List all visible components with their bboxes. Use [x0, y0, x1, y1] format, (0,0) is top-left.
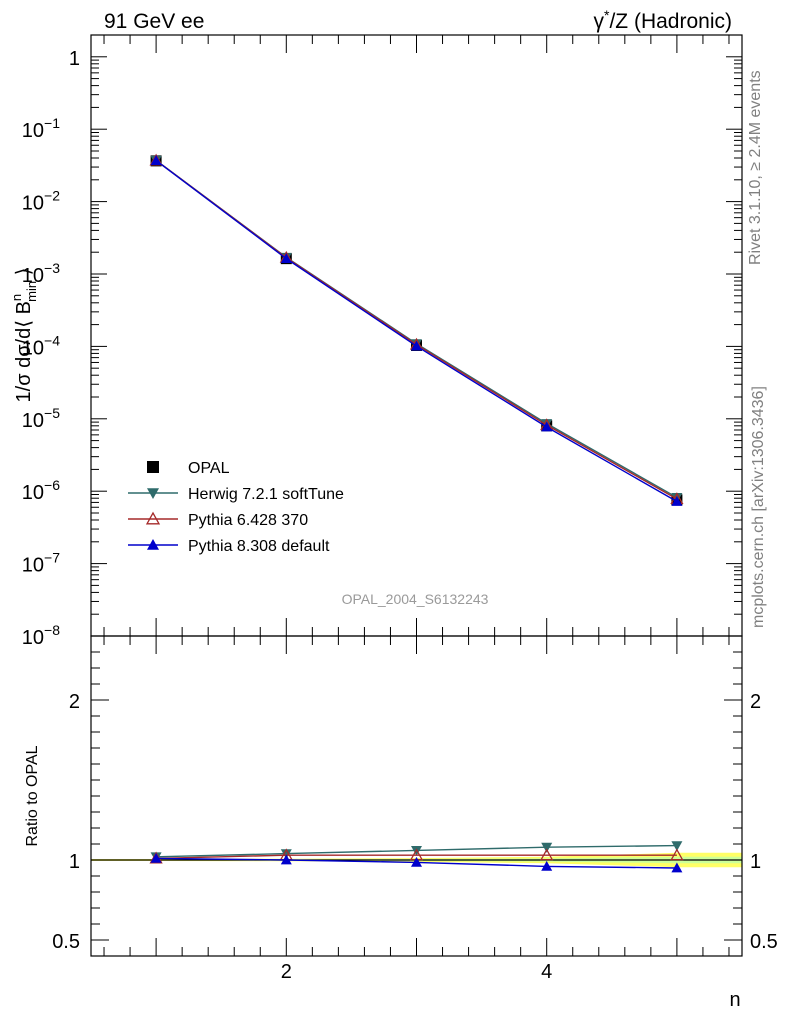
data-point: [147, 461, 159, 473]
legend: OPAL Herwig 7.2.1 softTune Pythia 6.428 37…: [128, 460, 344, 555]
main-y-tick-label: 10−1: [22, 115, 60, 142]
ratio-y-tick-label-left: 2: [69, 691, 80, 713]
x-axis-label: n: [729, 989, 740, 1011]
ratio-line-pythia6: [156, 854, 677, 860]
data-point: [280, 253, 292, 264]
data-point: [541, 860, 553, 871]
main-y-tick-label: 1: [69, 48, 80, 70]
x-tick-label: 4: [541, 961, 552, 983]
analysis-watermark: OPAL_2004_S6132243: [342, 591, 489, 607]
data-point: [150, 852, 162, 863]
main-y-tick-label: 10−7: [22, 550, 60, 577]
data-point: [541, 842, 553, 853]
ratio-axis-ticks: [91, 636, 742, 956]
legend-entry-label: Pythia 6.428 370: [188, 512, 308, 529]
legend-entry-label: Herwig 7.2.1 softTune: [188, 486, 344, 503]
ratio-y-tick-labels: 0.5 0.5 1 1 2 2: [52, 691, 778, 953]
data-point: [411, 340, 422, 351]
main-y-tick-label: 10−4: [22, 332, 60, 359]
ratio-series-group: [149, 841, 684, 873]
ratio-y-tick-label-left: 0.5: [52, 931, 80, 953]
data-point: [145, 511, 161, 525]
ratio-y-axis-label: Ratio to OPAL: [24, 745, 41, 846]
data-point: [150, 155, 162, 165]
data-point: [541, 421, 553, 432]
series-line-herwig: [155, 159, 678, 499]
data-point: [671, 496, 683, 506]
legend-entry-label: Pythia 8.308 default: [188, 538, 330, 555]
data-point: [280, 849, 292, 860]
header-right-label: γ*/Z (Hadronic): [594, 7, 732, 33]
mcplots-reference-label: mcplots.cern.ch [arXiv:1306.3436]: [750, 386, 767, 628]
main-series-group: [149, 153, 684, 506]
data-point: [670, 848, 684, 861]
data-point: [671, 841, 683, 852]
ratio-plot-frame: [90, 635, 743, 957]
x-tick-label: 2: [281, 961, 292, 983]
data-point: [540, 848, 554, 861]
ratio-y-tick-label-right: 1: [750, 851, 761, 873]
ratio-y-tick-label-right: 0.5: [750, 931, 778, 953]
series-line-pythia: [155, 159, 678, 500]
legend-entry-label: OPAL: [188, 460, 230, 477]
data-point: [671, 862, 683, 873]
ratio-y-tick-label-left: 1: [69, 851, 80, 873]
main-y-tick-label: 10−2: [22, 188, 60, 215]
data-point: [280, 854, 292, 865]
data-point: [147, 488, 159, 499]
main-y-tick-label: 10−6: [22, 477, 60, 504]
main-y-tick-labels: 10−8 10−7 10−6 10−5 10−4 10−3 10−2 10−1 1: [22, 48, 80, 649]
main-y-axis-label: 1/σ dσ/d⟨ Bnmin ⟩: [9, 268, 39, 403]
header-left-label: 91 GeV ee: [104, 10, 204, 33]
series-line-pythia: [155, 159, 678, 503]
data-point: [411, 856, 422, 867]
main-y-tick-label: 10−5: [22, 405, 60, 432]
main-axis-ticks: [91, 34, 742, 637]
rivet-version-label: Rivet 3.1.10, ≥ 2.4M events: [747, 70, 764, 265]
data-point: [147, 539, 159, 550]
main-y-tick-label: 10−8: [22, 622, 60, 649]
main-y-tick-label: 10−3: [22, 260, 60, 287]
ratio-y-tick-label-right: 2: [750, 691, 761, 713]
